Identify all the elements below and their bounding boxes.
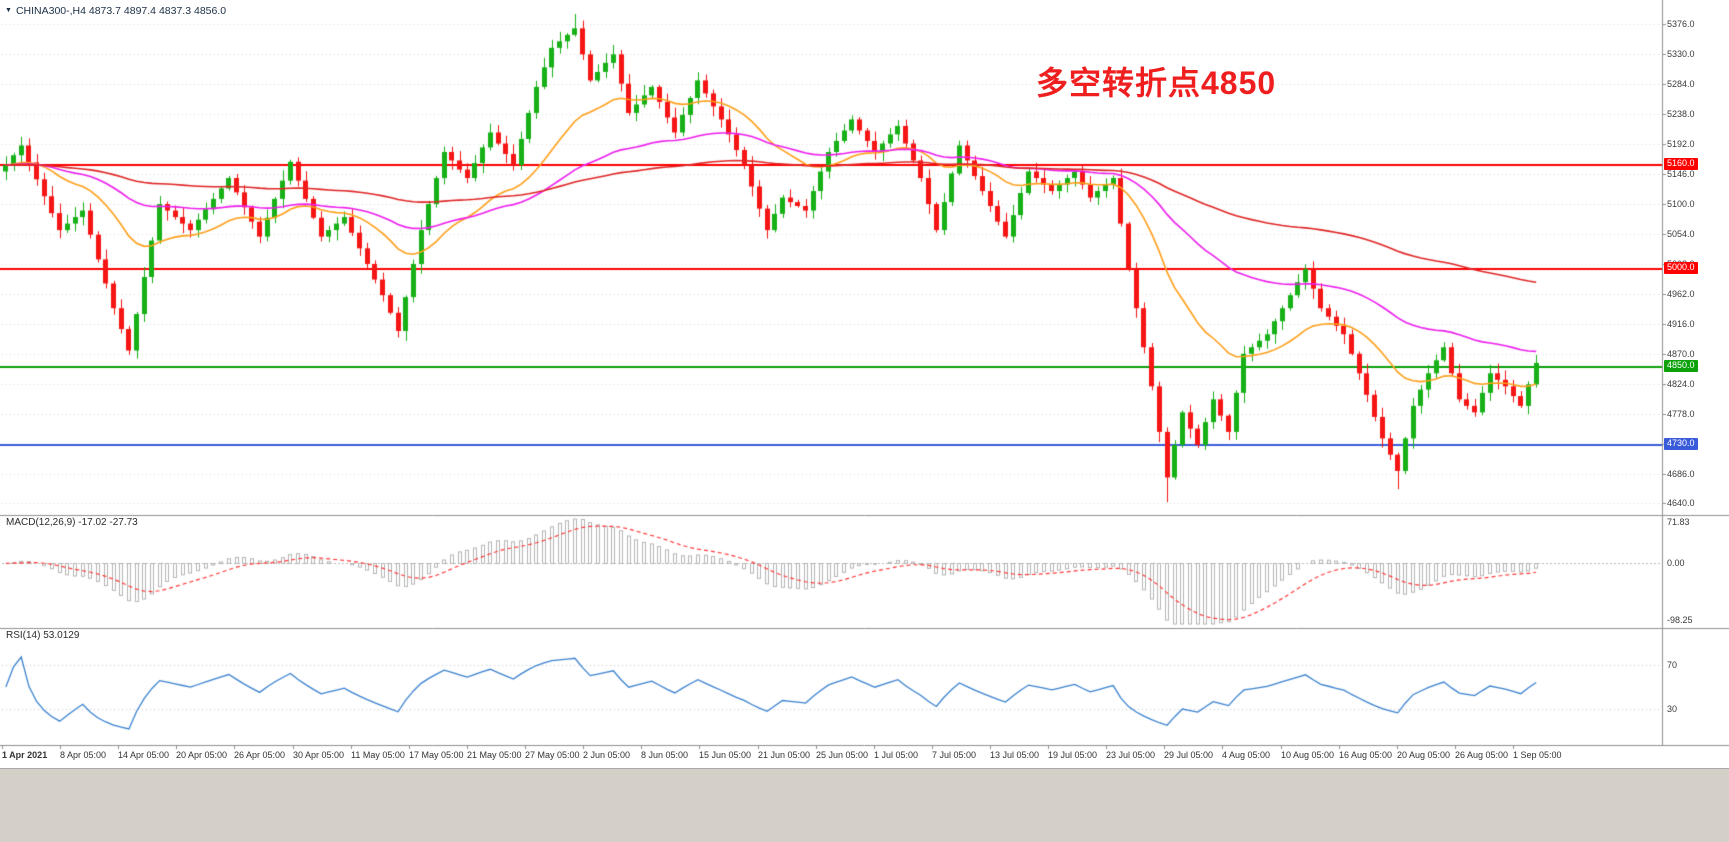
chart-canvas[interactable] xyxy=(0,0,1729,842)
trading-chart-window: ▼ CHINA300-,H4 4873.7 4897.4 4837.3 4856.… xyxy=(0,0,1729,842)
